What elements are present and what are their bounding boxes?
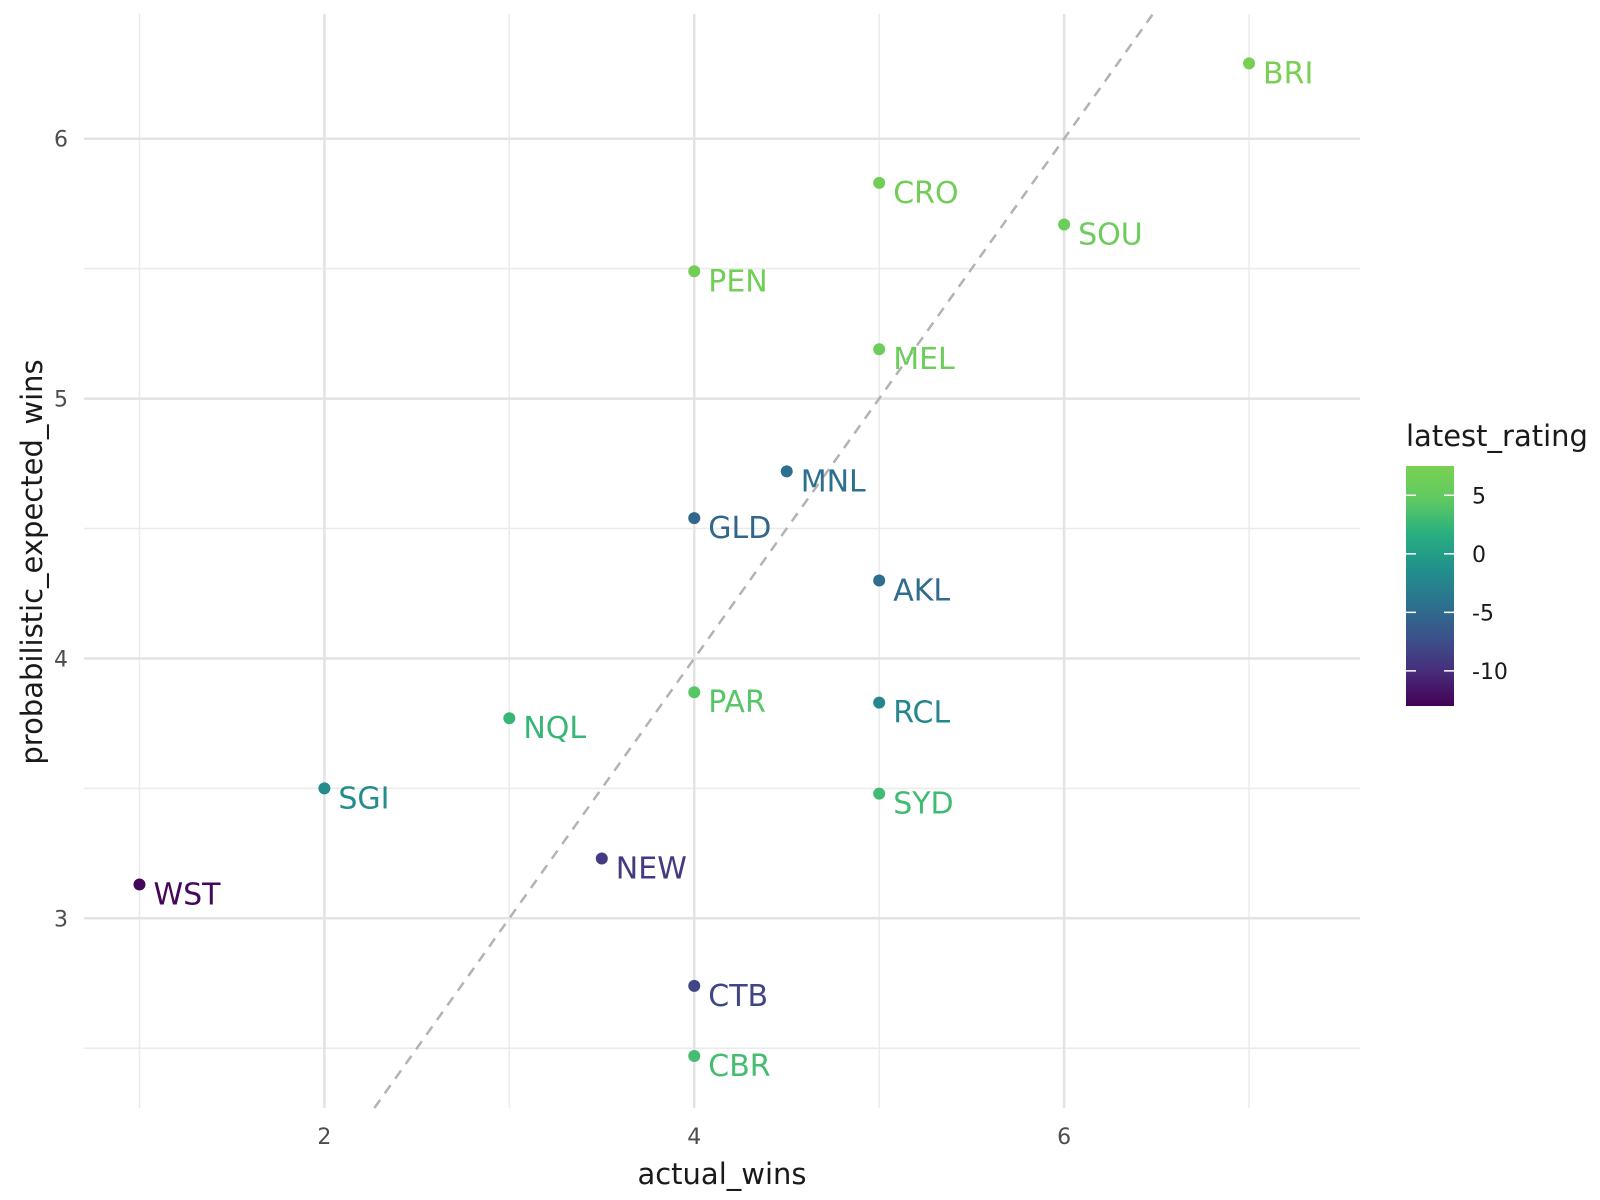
point-label-cbr: CBR <box>708 1049 770 1084</box>
point-label-pen: PEN <box>708 264 768 299</box>
y-axis-title: probabilistic_expected_wins <box>15 359 49 764</box>
reference-diagonal-line <box>373 13 1154 1109</box>
x-tick-label: 6 <box>1057 1125 1071 1150</box>
data-point-cro <box>873 176 886 189</box>
legend-title: latest_rating <box>1406 419 1588 453</box>
colorbar-tick-label: -5 <box>1472 601 1494 626</box>
x-tick-label: 4 <box>687 1125 701 1150</box>
y-tick-label: 5 <box>54 388 68 413</box>
minor-gridlines <box>84 14 1360 1108</box>
major-gridlines <box>84 14 1360 1108</box>
point-label-syd: SYD <box>893 787 953 822</box>
data-point-syd <box>873 787 886 800</box>
colorbar-tick-label: -10 <box>1472 660 1508 685</box>
data-point-ctb <box>688 979 701 992</box>
y-axis-ticks: 3 4 5 6 <box>54 128 68 933</box>
data-point-sgi <box>318 782 331 795</box>
point-label-par: PAR <box>708 685 766 720</box>
data-point-pen <box>688 265 701 278</box>
point-label-mnl: MNL <box>801 464 866 499</box>
x-axis-ticks: 2 4 6 <box>317 1125 1071 1150</box>
y-tick-label: 6 <box>54 128 68 153</box>
colorbar-ticks: 5 0 -5 -10 <box>1406 484 1508 685</box>
data-point-gld <box>688 512 701 525</box>
colorbar-tick-label: 0 <box>1472 543 1486 568</box>
point-label-wst: WST <box>153 878 221 913</box>
data-point-rcl <box>873 696 886 709</box>
data-points <box>133 57 1256 1063</box>
colorbar <box>1406 466 1454 706</box>
y-tick-label: 3 <box>54 907 68 932</box>
point-label-nql: NQL <box>523 711 586 746</box>
point-label-cro: CRO <box>893 176 958 211</box>
point-label-sgi: SGI <box>338 781 389 816</box>
data-point-akl <box>873 574 886 587</box>
color-legend: latest_rating 5 0 -5 -10 <box>1406 419 1588 706</box>
data-point-par <box>688 686 701 699</box>
data-point-bri <box>1243 57 1256 70</box>
point-label-ctb: CTB <box>708 979 768 1014</box>
point-labels: BRI CRO SOU PEN MEL MNL GLD AKL PAR RCL NQL SGI SYD N… <box>153 56 1313 1084</box>
point-label-bri: BRI <box>1263 56 1313 91</box>
data-point-new <box>595 852 608 865</box>
colorbar-tick-label: 5 <box>1472 484 1486 509</box>
point-label-gld: GLD <box>708 511 771 546</box>
point-label-sou: SOU <box>1078 217 1143 252</box>
point-label-rcl: RCL <box>893 696 950 731</box>
data-point-cbr <box>688 1050 701 1063</box>
x-axis-title: actual_wins <box>637 1157 806 1191</box>
y-tick-label: 4 <box>54 647 68 672</box>
data-point-wst <box>133 878 146 891</box>
point-label-mel: MEL <box>893 342 955 377</box>
data-point-mnl <box>780 465 793 478</box>
data-point-sou <box>1058 218 1071 231</box>
point-label-akl: AKL <box>893 573 950 608</box>
data-point-nql <box>503 712 516 725</box>
data-point-mel <box>873 343 886 356</box>
x-tick-label: 2 <box>317 1125 331 1150</box>
point-label-new: NEW <box>616 852 687 887</box>
